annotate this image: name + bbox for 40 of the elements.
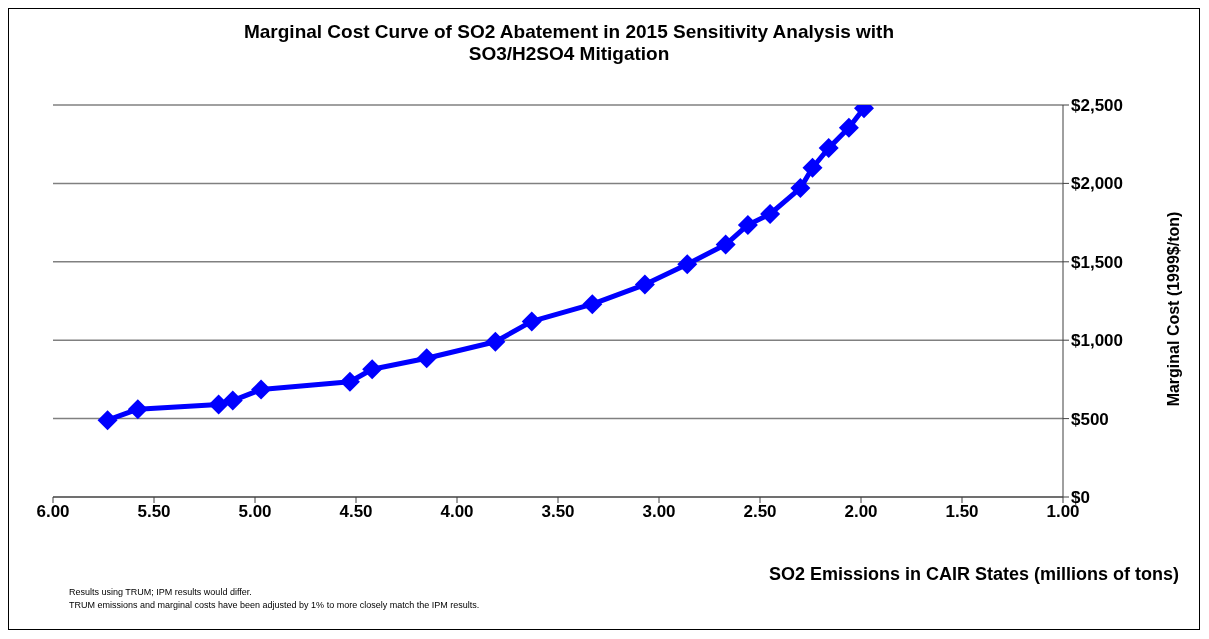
point (208, 394, 229, 415)
y-tick-label: $1,500 (1071, 252, 1123, 272)
y-tick-label: $2,000 (1071, 174, 1123, 194)
x-tick-label: 2.00 (844, 502, 878, 522)
point (97, 410, 118, 431)
point (634, 274, 655, 295)
x-tick-label: 6.00 (36, 502, 70, 522)
x-tick-label: 4.50 (339, 502, 373, 522)
point (737, 214, 758, 235)
x-tick-label: 3.00 (642, 502, 676, 522)
point (521, 311, 542, 332)
point (362, 359, 383, 380)
point (582, 294, 603, 315)
y-tick-label: $1,000 (1071, 331, 1123, 351)
point (838, 117, 859, 138)
x-tick-label: 1.50 (945, 502, 979, 522)
point (677, 254, 698, 275)
x-tick-label: 2.50 (743, 502, 777, 522)
point (818, 138, 839, 159)
point (222, 390, 243, 411)
point (802, 157, 823, 178)
chart-title: Marginal Cost Curve of SO2 Abatement in 2015 Sensitivity Analysis with SO3/H2SO4 Mitigation (242, 21, 895, 65)
y-tick-label: $500 (1071, 409, 1109, 429)
x-tick-label: 4.00 (440, 502, 474, 522)
point (715, 234, 736, 255)
x-tick-label: 5.50 (137, 502, 171, 522)
point (760, 203, 781, 224)
x-tick-label: 5.00 (238, 502, 272, 522)
point (416, 348, 437, 369)
text: TRUM emissions and marginal costs have been adjusted by 1% to more closely match the IPM results. (69, 600, 480, 610)
point (339, 371, 360, 392)
x-axis-title: SO2 Emissions in CAIR States (millions of tons) (768, 564, 1179, 585)
y-axis-title: Marginal Cost (1999$/ton) (1165, 211, 1183, 407)
point (790, 178, 811, 199)
x-tick-label: 3.50 (541, 502, 575, 522)
point (127, 399, 148, 420)
point (251, 379, 272, 400)
y-tick-label: $2,500 (1071, 96, 1123, 116)
text: Results using TRUM; IPM results would differ. (69, 587, 253, 597)
point (485, 331, 506, 352)
